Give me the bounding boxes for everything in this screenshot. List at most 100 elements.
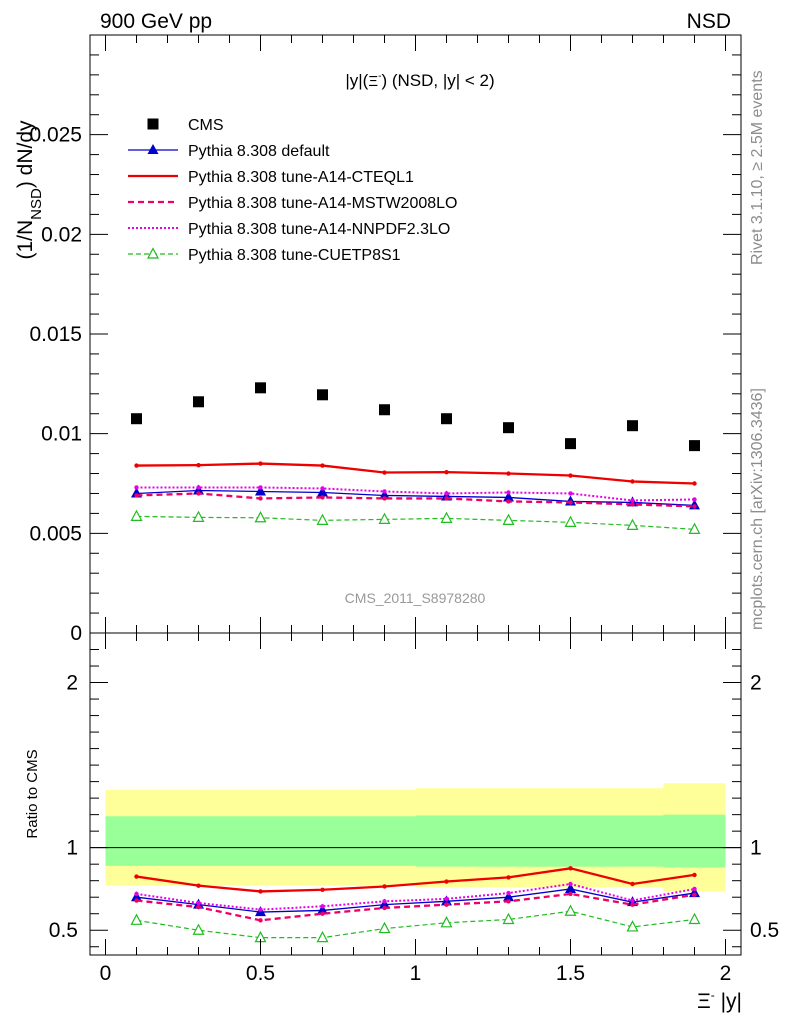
main-y-tick-label: 0.02 <box>41 223 82 246</box>
main-y-tick-label: 0 <box>70 622 82 645</box>
main-series-point <box>379 489 390 500</box>
header-right: NSD <box>687 10 731 33</box>
main-series-point <box>630 502 635 507</box>
main-series-point <box>255 485 266 496</box>
main-series-point <box>630 498 635 503</box>
main-series-point <box>317 486 328 497</box>
legend-swatch-marker <box>147 144 159 154</box>
legend-entry: Pythia 8.308 tune-A14-NNPDF2.3LO <box>128 221 450 238</box>
ratio-series-point <box>382 905 387 911</box>
ratio-series-point <box>134 891 139 897</box>
main-y-tick-label: 0.005 <box>29 522 82 545</box>
main-cms-point <box>503 422 514 434</box>
ratio-series-point <box>382 899 387 904</box>
main-series-point <box>320 463 325 468</box>
main-series-point <box>196 491 201 496</box>
legend-entry: CMS <box>147 117 224 134</box>
legend-swatch-marker <box>147 247 159 259</box>
legend-label: Pythia 8.308 tune-A14-CTEQL1 <box>188 169 414 186</box>
ratio-series-point <box>630 881 635 887</box>
main-series-point <box>134 463 139 468</box>
ratio-series-4 <box>130 904 701 943</box>
main-series-point <box>196 485 201 490</box>
main-series-point <box>134 485 139 490</box>
legend-label: Pythia 8.308 tune-CUETP8S1 <box>188 247 401 264</box>
ratio-band-inner <box>601 815 664 867</box>
side-label-top: Rivet 3.1.10, ≥ 2.5M events <box>749 70 766 265</box>
main-series-point <box>506 471 511 476</box>
main-series-5 <box>130 509 701 534</box>
ratio-series-point <box>568 866 573 871</box>
main-series-point <box>382 470 387 475</box>
ratio-series-point <box>192 923 205 935</box>
ratio-series-point <box>320 911 325 916</box>
main-series-point <box>444 496 449 501</box>
ratio-band-inner <box>353 816 416 866</box>
main-series-1 <box>131 484 700 510</box>
ratio-y-tick-label-right: 1 <box>750 837 762 860</box>
main-series-point <box>382 489 387 494</box>
ratio-series-point <box>692 886 697 892</box>
main-series-point <box>440 511 453 523</box>
ratio-series-line <box>136 892 695 922</box>
main-cms-point <box>565 438 576 450</box>
ratio-y-tick-label: 1 <box>66 837 78 860</box>
main-series-point <box>688 522 701 534</box>
main-series-point <box>506 490 511 495</box>
ratio-series-line <box>136 910 695 939</box>
ratio-series-point <box>258 889 263 894</box>
ratio-series-point <box>444 902 449 907</box>
ratio-series-point <box>196 900 201 906</box>
ratio-series-point <box>134 898 139 903</box>
main-series-point <box>564 515 577 527</box>
ratio-band-layer <box>105 783 726 892</box>
ratio-y-tick-label-right: 2 <box>750 672 762 695</box>
ratio-series-point <box>506 899 511 904</box>
ratio-series-point <box>258 907 263 912</box>
ratio-series-point <box>503 891 514 902</box>
ratio-series-point <box>196 904 201 910</box>
legend-entry: Pythia 8.308 tune-CUETP8S1 <box>128 247 401 264</box>
x-tick-label: 2 <box>720 962 732 985</box>
main-series-point <box>378 512 391 524</box>
ratio-series-point <box>258 918 263 923</box>
legend-label: Pythia 8.308 tune-A14-MSTW2008LO <box>188 195 457 212</box>
ratio-series-point <box>131 891 142 902</box>
ratio-series-point <box>568 881 573 887</box>
analysis-watermark: CMS_2011_S8978280 <box>345 590 486 606</box>
ratio-series-point <box>502 912 515 925</box>
main-series-point <box>196 462 201 468</box>
main-series-point <box>258 496 263 501</box>
ratio-series-point <box>134 874 139 879</box>
main-series-point <box>134 493 139 498</box>
main-series-point <box>630 479 635 484</box>
ratio-series-point <box>630 902 635 907</box>
legend-entry: Pythia 8.308 tune-A14-CTEQL1 <box>128 169 414 186</box>
main-series-point <box>192 510 205 522</box>
ratio-y-tick-label: 0.5 <box>49 919 78 942</box>
ratio-y-axis-label: Ratio to CMS <box>24 749 41 838</box>
main-series-point <box>502 513 515 525</box>
main-cms-point <box>689 440 700 452</box>
x-tick-label: 1.5 <box>556 962 585 985</box>
main-series-point <box>692 504 697 509</box>
x-tick-label: 0.5 <box>246 962 275 985</box>
main-y-tick-label: 0.025 <box>29 124 82 147</box>
ratio-y-tick-label-right: 0.5 <box>750 919 779 942</box>
main-cms-point <box>317 389 328 401</box>
ratio-series-point <box>320 904 325 909</box>
ratio-series-point <box>320 887 325 892</box>
main-series-point <box>692 481 697 486</box>
ratio-series-point <box>692 892 697 897</box>
main-cms-point <box>627 420 638 432</box>
ratio-series-point <box>688 912 701 925</box>
ratio-series-3 <box>134 881 697 912</box>
main-cms-point <box>193 396 204 408</box>
legend-swatch <box>147 118 159 130</box>
ratio-series-point <box>444 896 449 902</box>
ratio-series-line <box>136 882 695 911</box>
main-series-point <box>254 510 267 523</box>
legend-label: Pythia 8.308 default <box>188 143 330 160</box>
ratio-series-point <box>130 913 143 925</box>
